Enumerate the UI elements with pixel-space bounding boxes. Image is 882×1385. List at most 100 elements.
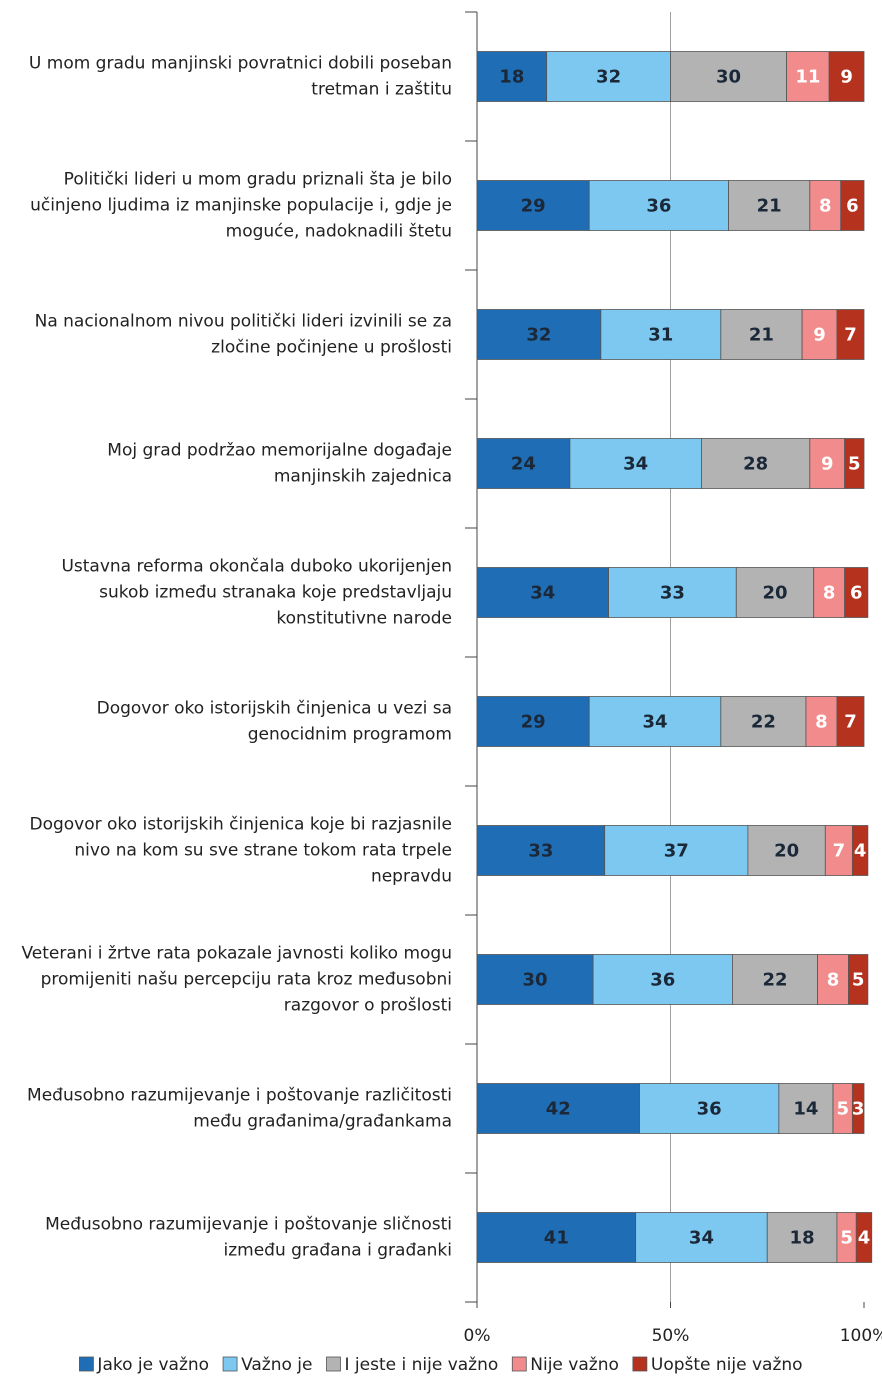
category-label: Veterani i žrtve rata pokazale javnosti … [22,944,453,1016]
bar-segment [592,954,733,1005]
value-label: 7 [833,841,846,862]
bar-segment [600,309,722,360]
value-label: 24 [511,454,536,475]
value-label: 8 [827,970,840,991]
value-label: 34 [642,712,667,733]
bar-segment [809,438,846,489]
value-label: 36 [650,970,675,991]
value-label: 29 [521,712,546,733]
bar-segment [732,954,818,1005]
value-label: 22 [751,712,776,733]
value-label: 30 [523,970,548,991]
bar-segment [476,567,609,618]
bar-segment [848,954,869,1005]
value-label: 41 [544,1228,569,1249]
bar-segment [851,825,869,876]
bar-segment [828,51,865,102]
value-label: 9 [821,454,834,475]
bar-segment [608,567,737,618]
category-label: Dogovor oko istorijskih činjenica koje b… [29,815,452,887]
bar-segment [476,696,590,747]
value-label: 5 [836,1099,849,1120]
legend-swatch [632,1356,648,1372]
bar-segment [476,180,590,231]
value-label: 5 [848,454,861,475]
value-label: 7 [844,712,857,733]
bar-segment [588,180,729,231]
value-label: 6 [850,583,863,604]
legend-swatch [326,1356,341,1372]
value-label: 36 [646,196,671,217]
value-label: 9 [840,67,853,88]
category-label: Međusobno razumijevanje i poštovanje raz… [27,1086,452,1132]
bar-segment [836,309,865,360]
bar-segment [840,180,865,231]
value-label: 31 [648,325,673,346]
bar-segment [813,567,846,618]
category-label: Ustavna reforma okončala duboko ukorijen… [61,557,452,629]
value-label: 9 [813,325,826,346]
value-label: 6 [846,196,859,217]
value-label: 21 [757,196,782,217]
category-label: Dogovor oko istorijskih činjenica u vezi… [97,699,452,745]
value-label: 32 [596,67,621,88]
value-label: 36 [697,1099,722,1120]
bar-segment [809,180,842,231]
bar-segment [476,438,571,489]
bar-segment [476,1083,640,1134]
bar-segment [747,825,826,876]
bar-segment [476,51,548,102]
value-label: 8 [815,712,828,733]
value-label: 4 [858,1228,871,1249]
legend-swatch [222,1356,238,1372]
bar-segment [635,1212,768,1263]
legend: Jako je važno Važno je I jeste i nije važn… [79,1355,803,1375]
legend-label: Uopšte nije važno [651,1355,803,1375]
bar-segment [588,696,722,747]
bar-segment [851,1083,865,1134]
bar-segment [805,696,838,747]
bar-segment [476,1212,637,1263]
value-label: 4 [854,841,867,862]
value-label: 14 [793,1099,818,1120]
bar-segment [604,825,749,876]
bar-segment [476,954,594,1005]
value-label: 34 [530,583,555,604]
value-label: 3 [852,1099,865,1120]
value-label: 18 [790,1228,815,1249]
value-label: 11 [795,67,820,88]
legend-label: I jeste i nije važno [344,1355,498,1375]
value-label: 8 [819,196,832,217]
legend-label: Nije važno [530,1355,619,1375]
value-label: 34 [623,454,648,475]
value-label: 32 [526,325,551,346]
category-label: U mom gradu manjinski povratnici dobili … [29,54,452,100]
value-label: 28 [743,454,768,475]
bar-segment [855,1212,873,1263]
bar-segment [476,825,606,876]
bar-segment [639,1083,780,1134]
category-label: Međusobno razumijevanje i poštovanje sli… [45,1215,452,1261]
value-label: 21 [749,325,774,346]
bar-segment [728,180,811,231]
value-label: 29 [521,196,546,217]
x-tick-label: 0% [464,1326,491,1346]
value-label: 42 [546,1099,571,1120]
value-label: 37 [664,841,689,862]
bar-segment [836,696,865,747]
value-label: 20 [774,841,799,862]
bar-segment [817,954,849,1005]
value-label: 33 [528,841,553,862]
legend-label: Važno je [241,1355,312,1375]
value-label: 5 [852,970,865,991]
bar-segment [844,567,869,618]
legend-swatch [79,1356,94,1372]
value-label: 33 [660,583,685,604]
value-label: 30 [716,67,741,88]
bar-segment [844,438,865,489]
legend-label: Jako je važno [96,1355,209,1375]
value-label: 5 [840,1228,853,1249]
bar-segment [670,51,787,102]
category-label: Moj grad podržao memorijalne događaje man… [107,441,452,487]
